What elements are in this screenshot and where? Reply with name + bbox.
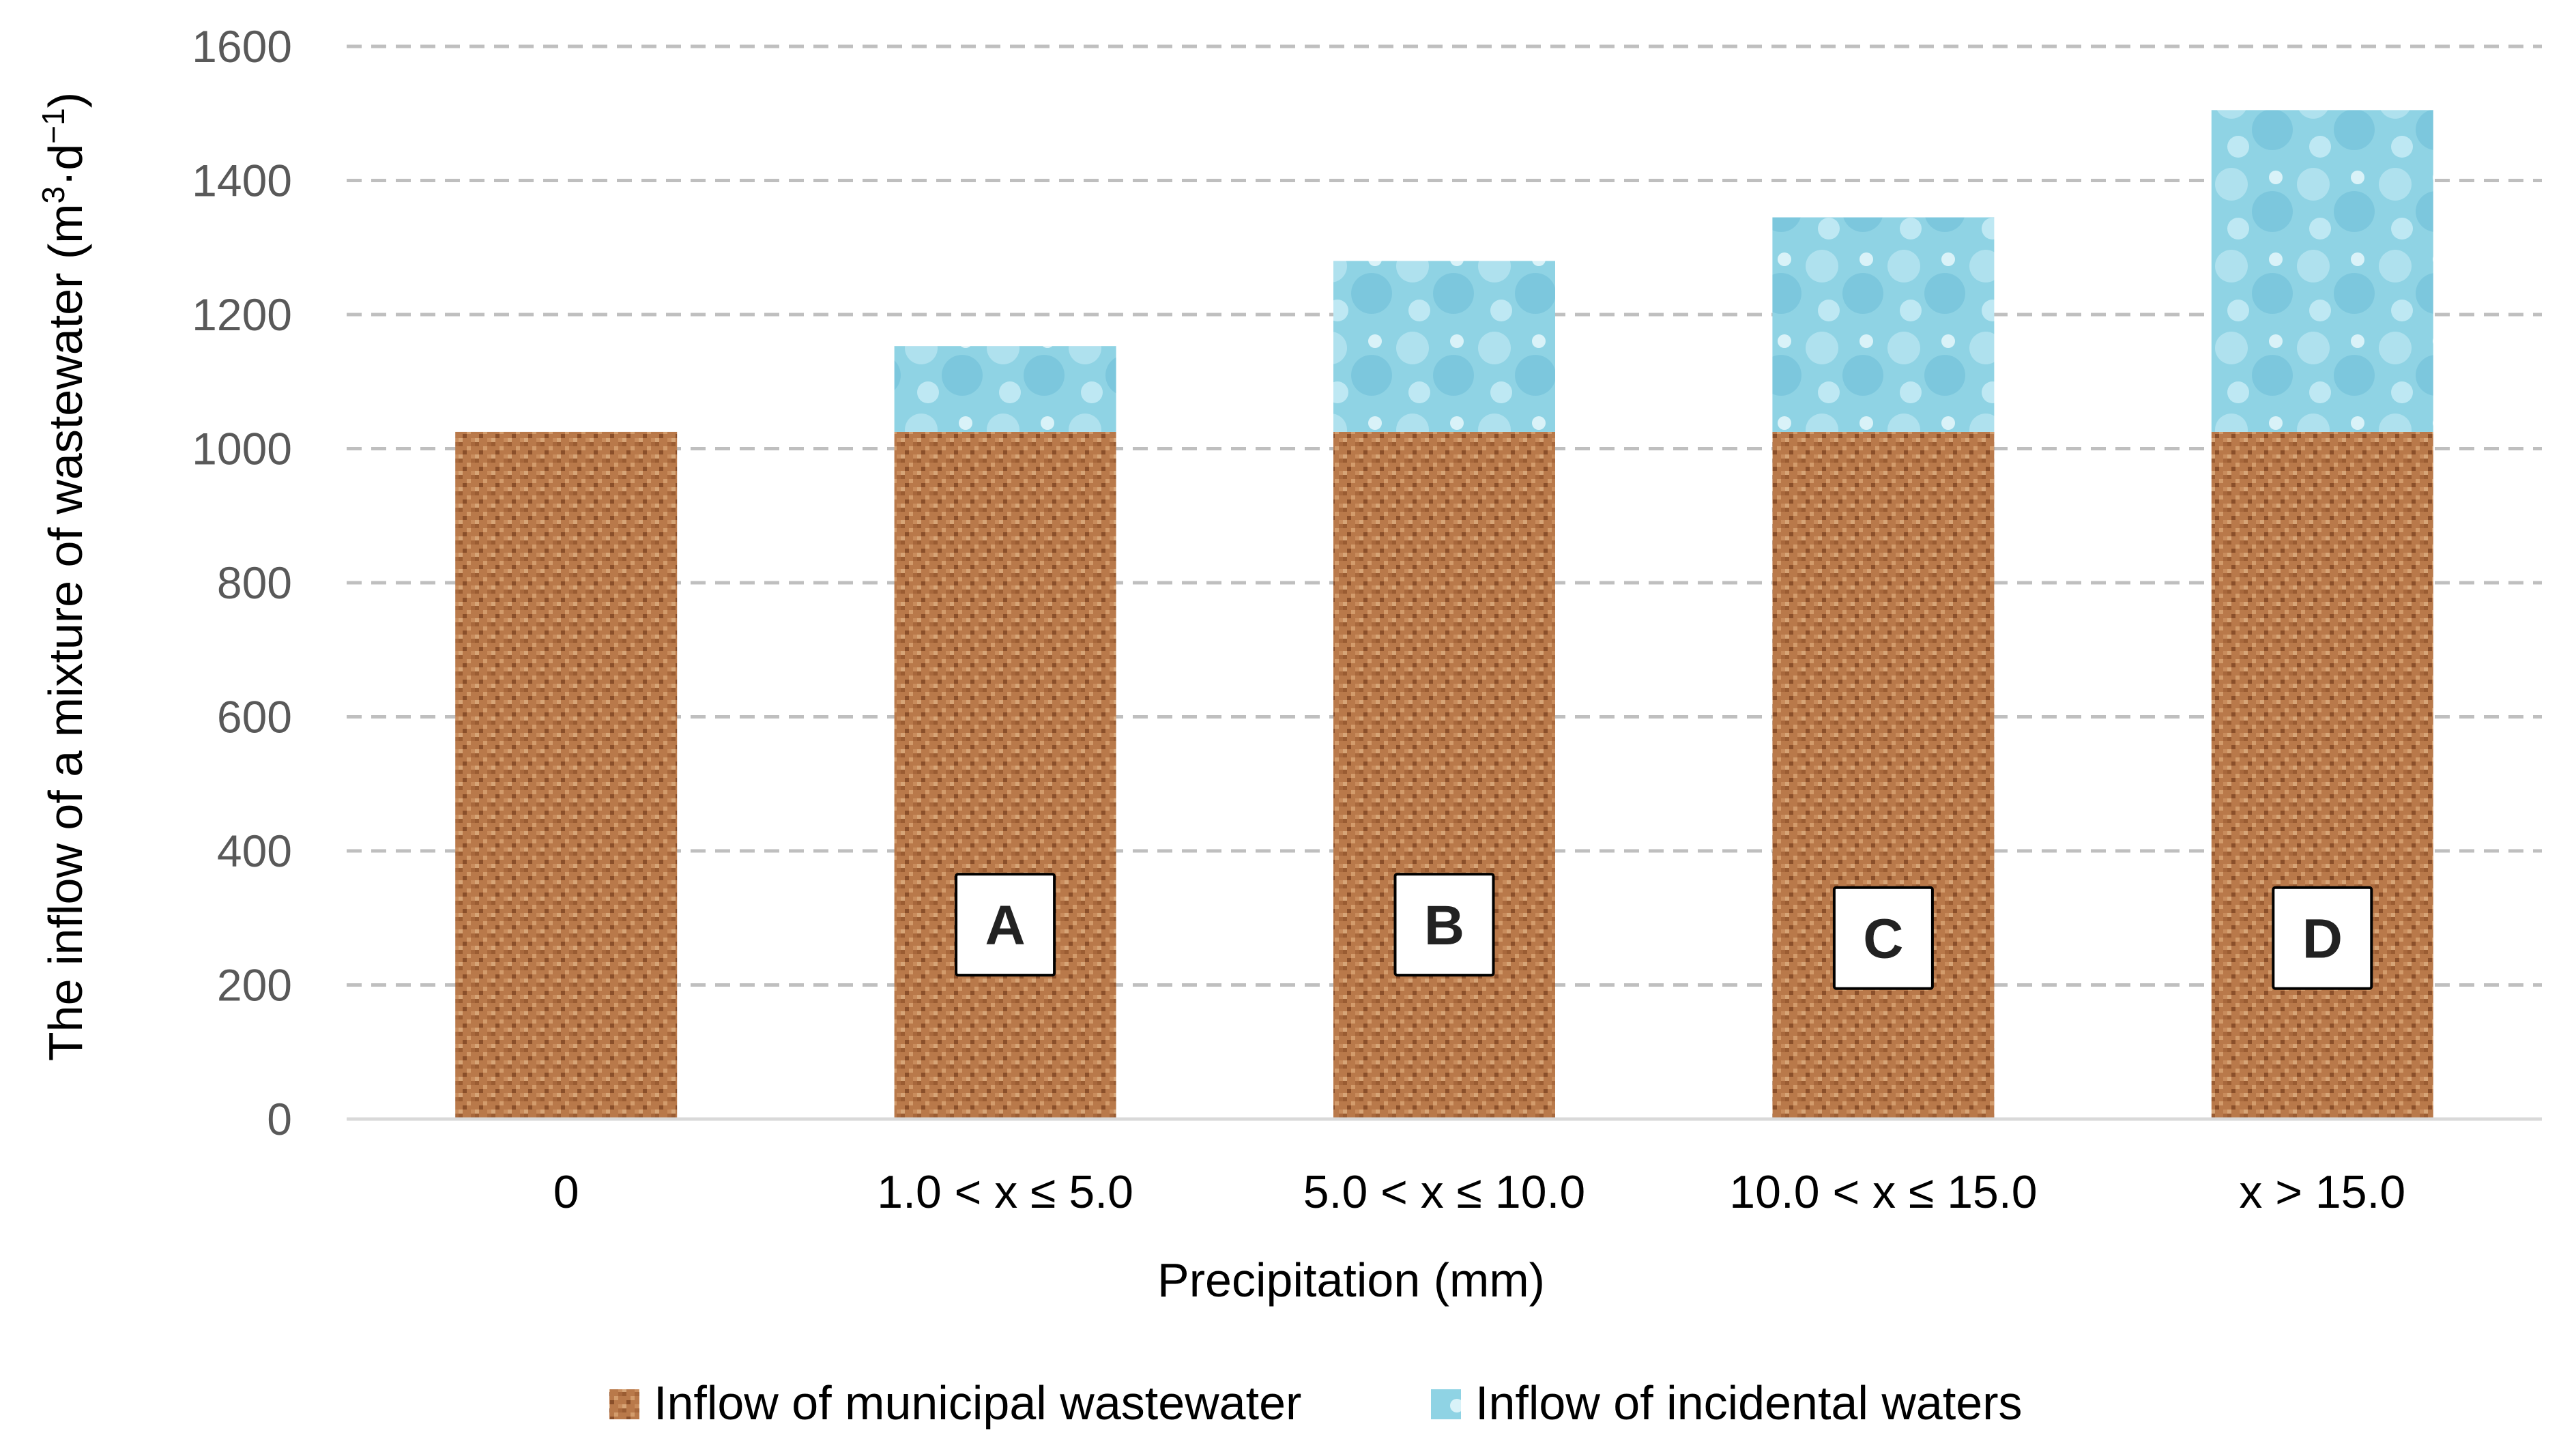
x-tick-label-3: 10.0 < x ≤ 15.0: [1729, 1166, 2037, 1218]
bar-box-labels: A B C D: [955, 873, 2373, 990]
y-axis-title: The inflow of a mixture of wastewater (m…: [35, 92, 92, 1061]
y-tick-label-200: 200: [217, 960, 292, 1011]
bar-municipal-0: [455, 431, 678, 1119]
y-tick-label-600: 600: [217, 692, 292, 742]
x-axis-title: Precipitation (mm): [1157, 1253, 1545, 1307]
legend-label-incidental: Inflow of incidental waters: [1475, 1376, 2023, 1430]
box-label-frame-A: [955, 873, 1056, 977]
bar-incidental-3: [1772, 217, 1995, 432]
bar-municipal-1: [894, 431, 1116, 1119]
y-tick-label-1600: 1600: [192, 21, 292, 72]
y-axis-title-sup2: −1: [35, 108, 71, 143]
y-axis-title-sup1: 3: [35, 186, 71, 204]
y-tick-label-1000: 1000: [192, 424, 292, 474]
box-label-frame-D: [2272, 886, 2373, 990]
box-label-D: D: [2302, 908, 2343, 970]
y-tick-label-800: 800: [217, 557, 292, 608]
bar-municipal-4: [2211, 431, 2433, 1119]
y-tick-label-0: 0: [267, 1094, 292, 1144]
box-label-B: B: [1424, 895, 1464, 957]
box-label-C: C: [1863, 908, 1903, 970]
bars: [455, 110, 2433, 1119]
bar-municipal-3: [1772, 431, 1995, 1119]
box-label-frame-C: [1832, 886, 1934, 990]
y-axis-title-end: ): [39, 92, 92, 108]
y-axis-title-main: The inflow of a mixture of wastewater (m: [39, 204, 92, 1062]
legend-swatch-incidental: [1431, 1389, 1461, 1419]
box-label-A: A: [985, 895, 1025, 957]
bar-incidental-2: [1333, 261, 1555, 432]
x-tick-label-2: 5.0 < x ≤ 10.0: [1303, 1166, 1585, 1218]
bar-municipal-2: [1333, 431, 1555, 1119]
legend-label-municipal: Inflow of municipal wastewater: [654, 1376, 1301, 1430]
bar-incidental-4: [2211, 110, 2433, 432]
gridlines: [347, 44, 2542, 987]
y-tick-label-1400: 1400: [192, 156, 292, 206]
x-tick-label-4: x > 15.0: [2239, 1166, 2405, 1218]
x-tick-label-1: 1.0 < x ≤ 5.0: [877, 1166, 1133, 1218]
x-tick-labels: 0 1.0 < x ≤ 5.0 5.0 < x ≤ 10.0 10.0 < x ≤ 1…: [553, 1166, 2405, 1218]
y-tick-label-1200: 1200: [192, 289, 292, 340]
box-label-frame-B: [1393, 873, 1495, 977]
legend: Inflow of municipal wastewater Inflow of…: [609, 1376, 2023, 1430]
bar-incidental-1: [894, 346, 1116, 432]
legend-swatch-municipal: [609, 1389, 639, 1419]
y-axis-title-mid: ·d: [39, 144, 92, 186]
x-tick-label-0: 0: [553, 1166, 579, 1218]
y-tick-label-400: 400: [217, 826, 292, 876]
y-tick-labels: 0 200 400 600 800 1000 1200 1400 1600: [192, 21, 292, 1144]
